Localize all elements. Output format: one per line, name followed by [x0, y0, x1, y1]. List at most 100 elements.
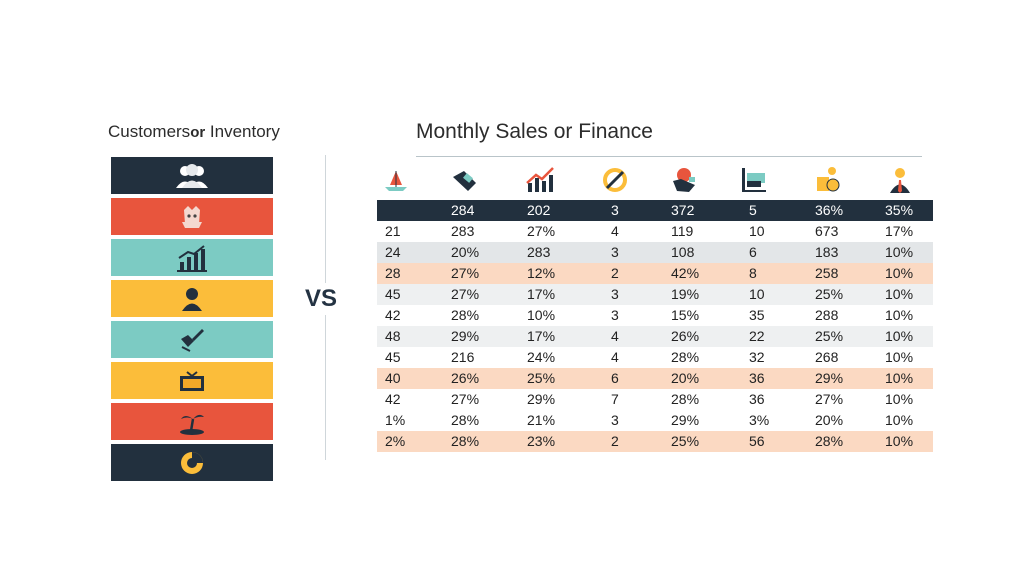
- table-cell: 4: [611, 223, 619, 239]
- table-cell: 283: [527, 244, 551, 260]
- table-cell: 42: [385, 307, 401, 323]
- table-cell: 27%: [451, 265, 480, 281]
- table-cell: 22: [749, 328, 765, 344]
- table-cell: 45: [385, 349, 401, 365]
- island-palm-icon: [180, 414, 204, 435]
- table-cell: 20%: [451, 244, 480, 260]
- table-cell: 25%: [815, 328, 844, 344]
- pie-gauge-icon: [181, 451, 203, 474]
- table-cell: 29%: [671, 412, 700, 428]
- table-cell: 17%: [527, 286, 556, 302]
- table-cell: 26%: [451, 370, 480, 386]
- table-cell: 42%: [671, 265, 700, 281]
- table-cell: 28%: [451, 433, 480, 449]
- header-cell: 3: [611, 202, 619, 218]
- table-cell: 17%: [527, 328, 556, 344]
- header-cell: 202: [527, 202, 551, 218]
- table-row: 21 283 27% 4 119 10 673 17%: [377, 221, 933, 242]
- header-cell: 284: [451, 202, 475, 218]
- table-cell: 20%: [815, 412, 844, 428]
- bar-5: [111, 362, 273, 399]
- people-group-icon: [176, 163, 208, 188]
- table-body: 21 283 27% 4 119 10 673 17% 24 20% 283 3 108 6 183 10% 2…: [377, 221, 933, 452]
- bar-2: [111, 239, 273, 276]
- table-cell: 2: [611, 433, 619, 449]
- table-cell: 45: [385, 286, 401, 302]
- header-cell: 372: [671, 202, 695, 218]
- table-row: 42 28% 10% 3 15% 35 288 10%: [377, 305, 933, 326]
- table-cell: 4: [611, 328, 619, 344]
- cash-chart-icon: [742, 168, 766, 192]
- table-row: 2% 28% 23% 2 25% 56 28% 10%: [377, 431, 933, 452]
- table-cell: 2: [611, 265, 619, 281]
- table-cell: 10%: [885, 391, 914, 407]
- table-cell: 10%: [885, 433, 914, 449]
- table-cell: 21%: [527, 412, 556, 428]
- table-row: 24 20% 283 3 108 6 183 10%: [377, 242, 933, 263]
- table-cell: 183: [815, 244, 839, 260]
- table-cell: 26%: [671, 328, 700, 344]
- target-ring-icon: [603, 168, 627, 192]
- table-cell: 27%: [815, 391, 844, 407]
- table-cell: 6: [749, 244, 757, 260]
- table-cell: 15%: [671, 307, 700, 323]
- table-cell: 40: [385, 370, 401, 386]
- table-cell: 23%: [527, 433, 556, 449]
- header-cell: 36%: [815, 202, 844, 218]
- table-cell: 10%: [885, 370, 914, 386]
- table-cell: 10: [749, 223, 765, 239]
- table-cell: 283: [451, 223, 475, 239]
- table-cell: 19%: [671, 286, 700, 302]
- table-cell: 3: [611, 307, 619, 323]
- growth-chart-icon: [526, 167, 554, 192]
- table-row: 45 216 24% 4 28% 32 268 10%: [377, 347, 933, 368]
- table-cell: 29%: [815, 370, 844, 386]
- bar-7: [111, 444, 273, 481]
- table-cell: 10%: [885, 349, 914, 365]
- table-cell: 27%: [527, 223, 556, 239]
- table-row: 48 29% 17% 4 26% 22 25% 10%: [377, 326, 933, 347]
- table-cell: 8: [749, 265, 757, 281]
- hand-coins-icon: [453, 171, 476, 191]
- table-cell: 2%: [385, 433, 406, 449]
- table-row: 42 27% 29% 7 28% 36 27% 10%: [377, 389, 933, 410]
- mascot-face-icon: [182, 205, 202, 228]
- table-cell: 24%: [527, 349, 556, 365]
- table-cell: 25%: [671, 433, 700, 449]
- table-cell: 10%: [527, 307, 556, 323]
- table-header-row: 284 202 3 372 5 36% 35%: [377, 200, 933, 221]
- data-table: 284 202 3 372 5 36% 35% 21 283 27% 4 119 10 67…: [377, 200, 933, 452]
- bar-3: [111, 280, 273, 317]
- table-cell: 27%: [451, 391, 480, 407]
- table-cell: 28%: [671, 391, 700, 407]
- businessman-icon: [890, 168, 910, 193]
- table-cell: 216: [451, 349, 475, 365]
- left-title-or: or: [190, 124, 206, 141]
- table-cell: 32: [749, 349, 765, 365]
- table-cell: 20%: [671, 370, 700, 386]
- header-cell: 5: [749, 202, 757, 218]
- right-panel-title: Monthly Sales or Finance: [416, 120, 653, 143]
- left-panel-title: Customersor Inventory: [108, 122, 280, 142]
- table-cell: 288: [815, 307, 839, 323]
- table-cell: 25%: [527, 370, 556, 386]
- table-cell: 29%: [527, 391, 556, 407]
- table-cell: 25%: [815, 286, 844, 302]
- header-cell: 35%: [885, 202, 914, 218]
- pen-edit-icon: [181, 328, 204, 352]
- table-cell: 3: [611, 244, 619, 260]
- table-cell: 119: [671, 223, 694, 239]
- table-cell: 7: [611, 391, 619, 407]
- table-cell: 1%: [385, 412, 406, 428]
- table-cell: 17%: [885, 223, 914, 239]
- person-icon: [182, 287, 202, 311]
- table-cell: 42: [385, 391, 401, 407]
- table-cell: 10%: [885, 244, 914, 260]
- title-underline: [416, 156, 922, 157]
- table-cell: 28%: [815, 433, 844, 449]
- table-cell: 28%: [671, 349, 700, 365]
- table-cell: 28%: [451, 307, 480, 323]
- table-row: 28 27% 12% 2 42% 8 258 10%: [377, 263, 933, 284]
- table-cell: 10%: [885, 307, 914, 323]
- table-cell: 36: [749, 391, 765, 407]
